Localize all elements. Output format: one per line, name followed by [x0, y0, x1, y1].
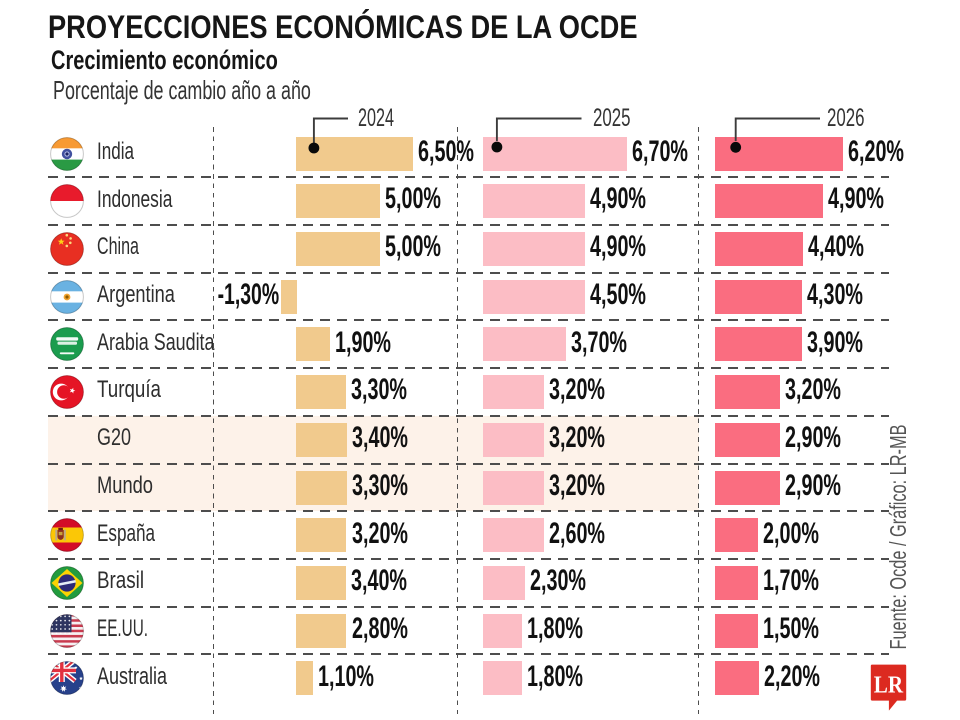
- svg-text:LR: LR: [874, 671, 904, 698]
